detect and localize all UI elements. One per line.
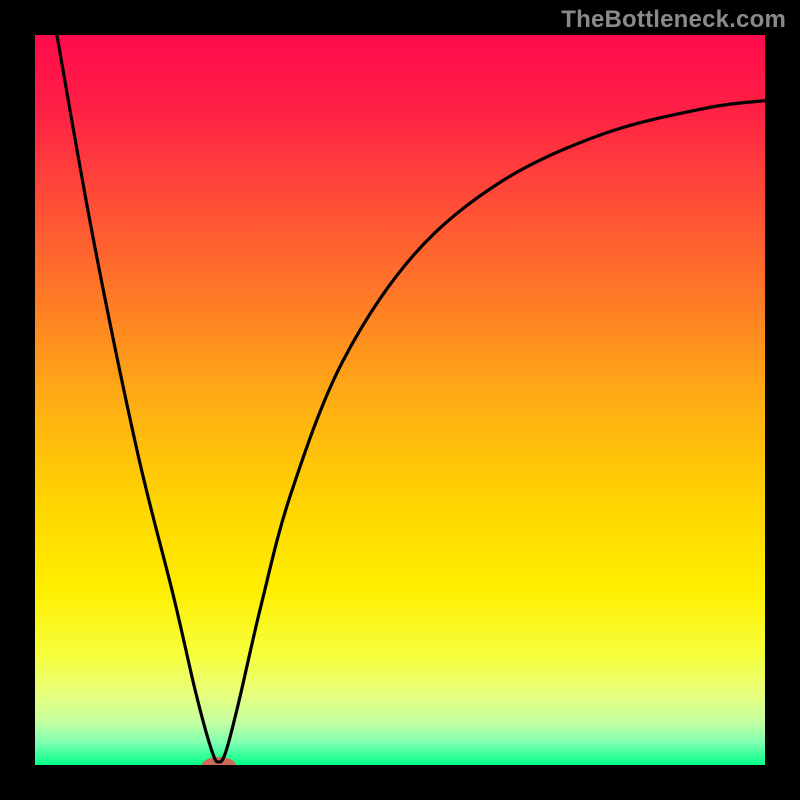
plot-background-gradient <box>35 35 765 765</box>
bottleneck-chart <box>0 0 800 800</box>
watermark-text: TheBottleneck.com <box>561 6 786 34</box>
chart-frame: TheBottleneck.com <box>0 0 800 800</box>
